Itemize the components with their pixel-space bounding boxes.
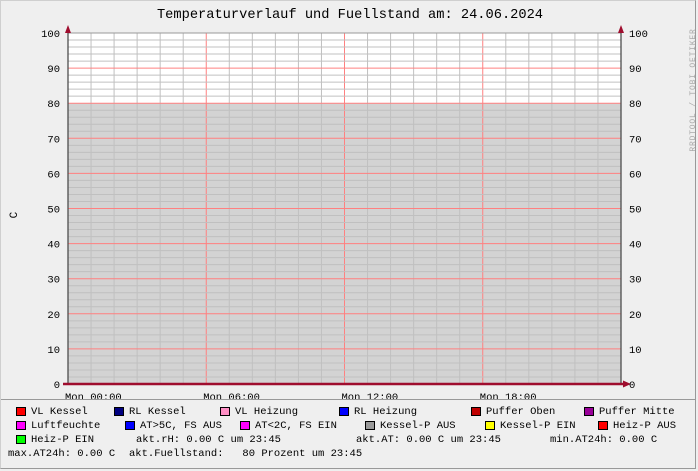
svg-text:100: 100 — [629, 29, 648, 41]
svg-text:50: 50 — [629, 205, 642, 217]
svg-text:0: 0 — [629, 380, 635, 392]
svg-text:0: 0 — [54, 380, 60, 392]
svg-text:20: 20 — [47, 310, 60, 322]
svg-text:70: 70 — [47, 134, 60, 146]
svg-text:30: 30 — [47, 275, 60, 287]
svg-text:90: 90 — [629, 64, 642, 76]
svg-text:40: 40 — [629, 240, 642, 252]
svg-text:40: 40 — [47, 240, 60, 252]
svg-text:60: 60 — [47, 169, 60, 181]
svg-text:30: 30 — [629, 275, 642, 287]
svg-text:100: 100 — [41, 29, 60, 41]
svg-text:90: 90 — [47, 64, 60, 76]
svg-text:70: 70 — [629, 134, 642, 146]
svg-text:80: 80 — [47, 99, 60, 111]
svg-text:80: 80 — [629, 99, 642, 111]
svg-text:10: 10 — [629, 345, 642, 357]
svg-text:50: 50 — [47, 205, 60, 217]
svg-text:10: 10 — [47, 345, 60, 357]
svg-text:60: 60 — [629, 169, 642, 181]
svg-text:20: 20 — [629, 310, 642, 322]
